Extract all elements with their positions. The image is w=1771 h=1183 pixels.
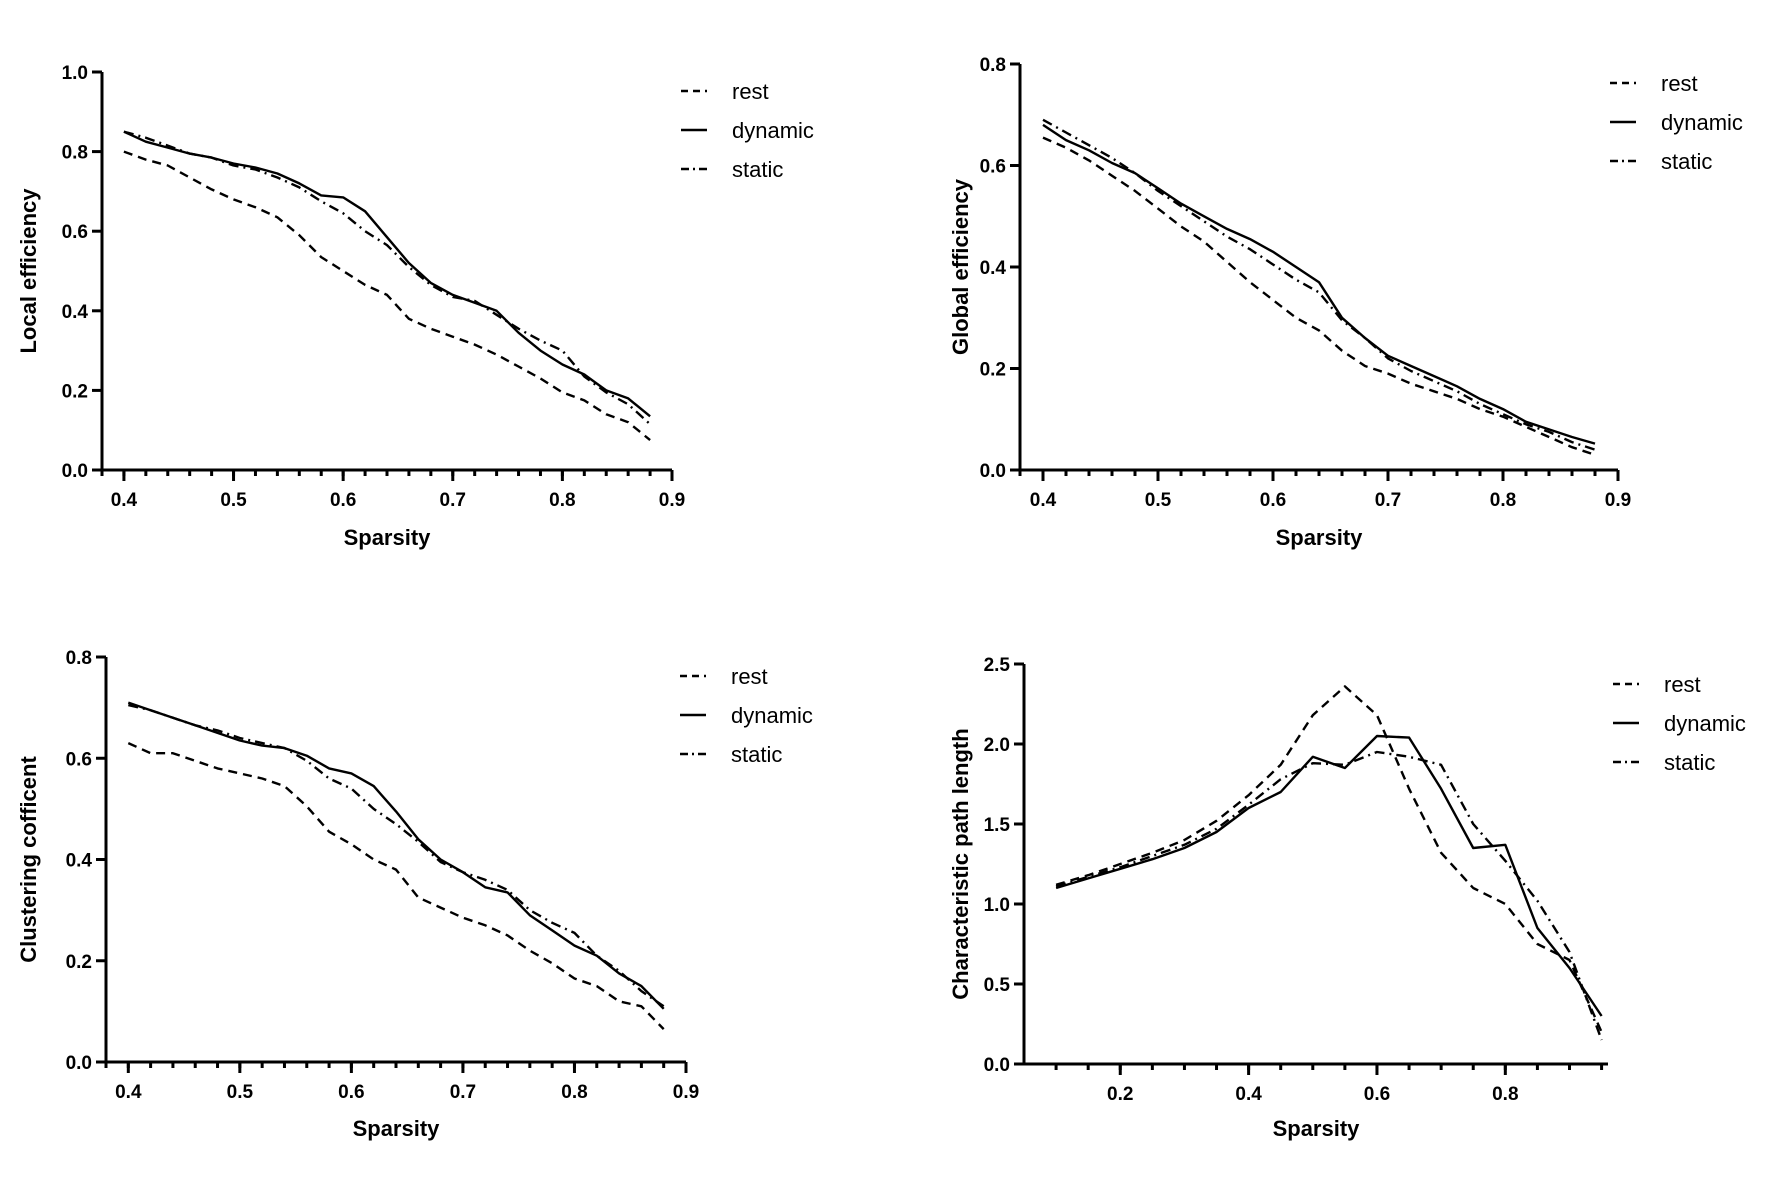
x-tick-label: 0.5 [227, 1082, 254, 1103]
chart-local-efficiency: 0.0 0.2 0.4 0.6 0.8 1.0 0.4 0.5 0.6 0.7 0.8 0.9 Spar… [16, 63, 814, 550]
legend-label-static: static [1661, 149, 1712, 174]
series-line-dynamic [1055, 734, 1603, 1017]
legend-label-rest: rest [731, 664, 768, 689]
legend-label-static: static [1664, 750, 1715, 775]
x-tick-label: 0.8 [1492, 1084, 1518, 1105]
y-tick-label: 0.0 [66, 1053, 92, 1074]
y-tick-label: 0.8 [66, 648, 92, 669]
series-line-dynamic [123, 130, 651, 418]
y-tick-label: 0.6 [62, 222, 88, 243]
x-axis-title: Sparsity [353, 1116, 441, 1141]
series-line-rest [1042, 136, 1596, 456]
y-tick-label: 0.6 [980, 157, 1006, 178]
x-tick-label: 0.4 [111, 490, 138, 511]
y-tick-label: 0.2 [980, 360, 1006, 381]
legend: rest dynamic static [1613, 672, 1746, 775]
y-tick-label: 0.4 [980, 258, 1007, 279]
x-tick-label: 0.6 [330, 490, 356, 511]
legend-label-static: static [732, 157, 783, 182]
x-axis-title: Sparsity [1276, 525, 1364, 550]
x-axis-title: Sparsity [1273, 1116, 1361, 1141]
x-tick-label: 0.6 [338, 1082, 364, 1103]
series-line-dynamic [127, 701, 665, 1010]
legend: rest dynamic static [1610, 71, 1743, 174]
x-tick-label: 0.8 [1490, 490, 1516, 511]
y-tick-label: 1.0 [984, 895, 1010, 916]
x-tick-label: 0.6 [1260, 490, 1286, 511]
series-line-static [1055, 750, 1603, 1041]
y-axis-title: Local efficiency [16, 188, 41, 354]
series-line-rest [127, 742, 665, 1030]
x-tick-label: 0.5 [1145, 490, 1172, 511]
x-tick-label: 0.6 [1364, 1084, 1390, 1105]
series-line-static [123, 130, 651, 426]
y-tick-label: 0.8 [62, 143, 88, 164]
legend-label-dynamic: dynamic [732, 118, 814, 143]
x-tick-label: 0.8 [549, 490, 575, 511]
x-tick-label: 0.8 [561, 1082, 587, 1103]
x-tick-label: 0.9 [673, 1082, 699, 1103]
y-tick-label: 0.6 [66, 749, 92, 770]
series-line-static [128, 703, 665, 1008]
x-axis-title: Sparsity [344, 525, 432, 550]
chart-characteristic-path-length: 0.0 0.5 1.0 1.5 2.0 2.5 0.2 0.4 0.6 0.8 Sparsity Ch… [948, 655, 1746, 1141]
legend-label-rest: rest [1661, 71, 1698, 96]
y-tick-label: 0.0 [984, 1055, 1010, 1076]
legend-label-dynamic: dynamic [1664, 711, 1746, 736]
y-tick-label: 0.0 [62, 461, 88, 482]
y-tick-label: 0.0 [980, 461, 1006, 482]
y-tick-label: 0.4 [66, 851, 93, 872]
y-tick-label: 0.8 [980, 55, 1006, 76]
legend-label-rest: rest [1664, 672, 1701, 697]
y-tick-label: 0.2 [62, 381, 88, 402]
chart-global-efficiency: 0.0 0.2 0.4 0.6 0.8 0.4 0.5 0.6 0.7 0.8 0.9 Sparsit… [948, 55, 1743, 550]
x-tick-label: 0.7 [450, 1082, 476, 1103]
y-tick-label: 0.2 [66, 952, 92, 973]
legend-label-rest: rest [732, 79, 769, 104]
y-axis-title: Characteristic path length [948, 728, 973, 999]
x-tick-label: 0.4 [1235, 1084, 1262, 1105]
legend: rest dynamic static [681, 79, 814, 182]
legend-label-static: static [731, 742, 782, 767]
y-tick-label: 1.0 [62, 63, 88, 84]
y-axis-title: Global efficiency [948, 178, 973, 355]
series-line-rest [1055, 685, 1603, 1033]
y-tick-label: 2.5 [984, 655, 1011, 676]
series-line-rest [123, 150, 651, 442]
y-tick-label: 2.0 [984, 735, 1010, 756]
x-tick-label: 0.5 [220, 490, 247, 511]
chart-clustering-coefficient: 0.0 0.2 0.4 0.6 0.8 0.4 0.5 0.6 0.7 0.8 0.9 Sparsit… [16, 648, 813, 1141]
legend: rest dynamic static [680, 664, 813, 767]
y-tick-label: 0.4 [62, 302, 89, 323]
x-tick-label: 0.2 [1107, 1084, 1133, 1105]
y-tick-label: 0.5 [984, 975, 1011, 996]
x-tick-label: 0.9 [659, 490, 685, 511]
legend-label-dynamic: dynamic [731, 703, 813, 728]
legend-label-dynamic: dynamic [1661, 110, 1743, 135]
x-tick-label: 0.4 [1030, 490, 1057, 511]
series-line-dynamic [1042, 123, 1596, 445]
x-tick-label: 0.4 [115, 1082, 142, 1103]
x-tick-label: 0.7 [1375, 490, 1401, 511]
y-axis-title: Clustering cofficent [16, 756, 41, 963]
x-tick-label: 0.9 [1605, 490, 1631, 511]
x-tick-label: 0.7 [440, 490, 466, 511]
y-tick-label: 1.5 [984, 815, 1011, 836]
